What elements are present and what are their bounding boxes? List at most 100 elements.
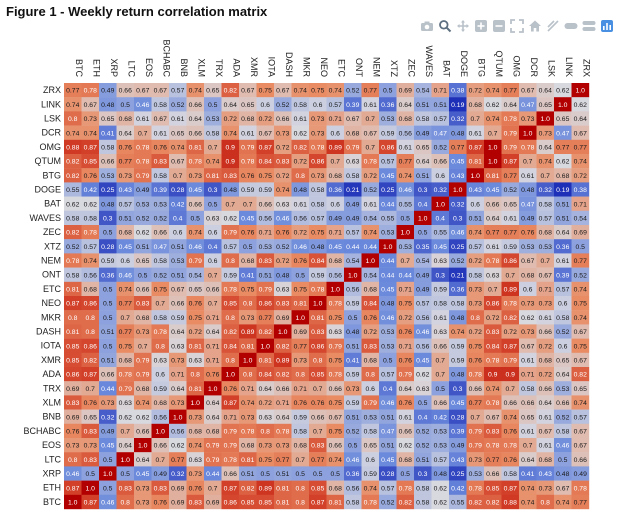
heatmap-cell[interactable] <box>116 480 135 495</box>
heatmap-cell[interactable] <box>554 296 572 311</box>
heatmap-cell[interactable] <box>256 409 275 424</box>
heatmap-cell[interactable] <box>519 210 537 226</box>
heatmap-cell[interactable] <box>186 83 205 98</box>
heatmap-cell[interactable] <box>256 381 275 396</box>
heatmap-cell[interactable] <box>309 296 327 311</box>
heatmap-cell[interactable] <box>519 225 537 240</box>
heatmap-cell[interactable] <box>116 168 135 183</box>
heatmap-cell[interactable] <box>99 239 117 254</box>
heatmap-cell[interactable] <box>81 324 100 339</box>
heatmap-cell[interactable] <box>291 225 310 240</box>
heatmap-cell[interactable] <box>116 182 135 197</box>
heatmap-cell[interactable] <box>396 352 415 368</box>
heatmap-cell[interactable] <box>326 253 345 268</box>
heatmap-cell[interactable] <box>81 253 100 268</box>
heatmap-cell[interactable] <box>256 324 275 339</box>
heatmap-cell[interactable] <box>326 239 345 254</box>
heatmap-cell[interactable] <box>536 239 555 254</box>
heatmap-cell[interactable] <box>326 452 345 467</box>
heatmap-cell[interactable] <box>64 281 82 297</box>
heatmap-cell[interactable] <box>379 296 397 311</box>
heatmap-cell[interactable] <box>536 296 555 311</box>
heatmap-cell[interactable] <box>204 494 222 510</box>
heatmap-cell[interactable] <box>414 125 432 140</box>
heatmap-cell[interactable] <box>501 239 520 254</box>
heatmap-cell[interactable] <box>186 253 205 268</box>
heatmap-cell[interactable] <box>519 423 537 439</box>
pan-icon[interactable] <box>456 19 470 33</box>
heatmap-cell[interactable] <box>64 466 82 481</box>
heatmap-cell[interactable] <box>239 111 257 126</box>
heatmap-cell[interactable] <box>186 310 205 325</box>
heatmap-cell[interactable] <box>291 97 310 112</box>
heatmap-cell[interactable] <box>99 111 117 126</box>
heatmap-cell[interactable] <box>221 409 240 424</box>
heatmap-cell[interactable] <box>309 139 327 155</box>
heatmap-cell[interactable] <box>291 182 310 197</box>
heatmap-cell[interactable] <box>309 409 327 424</box>
heatmap-cell[interactable] <box>239 97 257 112</box>
heatmap-cell[interactable] <box>466 438 485 453</box>
heatmap-cell[interactable] <box>81 438 100 453</box>
heatmap-cell[interactable] <box>151 395 170 410</box>
heatmap-cell[interactable] <box>414 267 432 282</box>
heatmap-cell[interactable] <box>571 338 590 353</box>
heatmap-cell[interactable] <box>169 296 187 311</box>
heatmap-cell[interactable] <box>116 111 135 126</box>
heatmap-cell[interactable] <box>554 438 572 453</box>
heatmap-cell[interactable] <box>291 324 310 339</box>
heatmap-cell[interactable] <box>186 125 205 140</box>
heatmap-cell[interactable] <box>431 267 450 282</box>
heatmap-cell[interactable] <box>256 281 275 297</box>
heatmap-cell[interactable] <box>326 381 345 396</box>
heatmap-cell[interactable] <box>204 182 222 197</box>
heatmap-cell[interactable] <box>221 310 240 325</box>
heatmap-cell[interactable] <box>116 423 135 439</box>
heatmap-cell[interactable] <box>519 111 537 126</box>
heatmap-cell[interactable] <box>326 438 345 453</box>
heatmap-cell[interactable] <box>256 253 275 268</box>
heatmap-cell[interactable] <box>361 438 380 453</box>
heatmap-cell[interactable] <box>274 154 292 169</box>
heatmap-cell[interactable] <box>344 253 362 268</box>
heatmap-cell[interactable] <box>466 111 485 126</box>
heatmap-cell[interactable] <box>361 111 380 126</box>
heatmap-cell[interactable] <box>64 494 82 510</box>
heatmap-cell[interactable] <box>466 423 485 439</box>
heatmap-cell[interactable] <box>571 253 590 268</box>
heatmap-cell[interactable] <box>431 168 450 183</box>
heatmap-cell[interactable] <box>291 480 310 495</box>
heatmap-cell[interactable] <box>274 466 292 481</box>
heatmap-cell[interactable] <box>309 466 327 481</box>
heatmap-cell[interactable] <box>169 139 187 155</box>
heatmap-cell[interactable] <box>134 480 152 495</box>
heatmap-cell[interactable] <box>326 83 345 98</box>
heatmap-cell[interactable] <box>239 480 257 495</box>
heatmap-cell[interactable] <box>204 97 222 112</box>
heatmap-cell[interactable] <box>414 367 432 382</box>
heatmap-cell[interactable] <box>169 310 187 325</box>
heatmap-cell[interactable] <box>134 125 152 140</box>
heatmap-cell[interactable] <box>414 352 432 368</box>
heatmap-cell[interactable] <box>309 480 327 495</box>
heatmap-cell[interactable] <box>81 281 100 297</box>
heatmap-cell[interactable] <box>186 423 205 439</box>
heatmap-cell[interactable] <box>571 423 590 439</box>
heatmap-cell[interactable] <box>536 225 555 240</box>
heatmap-cell[interactable] <box>484 225 502 240</box>
heatmap-cell[interactable] <box>571 452 590 467</box>
heatmap-cell[interactable] <box>379 196 397 211</box>
heatmap-cell[interactable] <box>221 125 240 140</box>
heatmap-cell[interactable] <box>256 225 275 240</box>
heatmap-cell[interactable] <box>501 281 520 297</box>
heatmap-cell[interactable] <box>116 338 135 353</box>
heatmap-cell[interactable] <box>414 139 432 155</box>
heatmap-cell[interactable] <box>99 367 117 382</box>
heatmap-cell[interactable] <box>344 352 362 368</box>
heatmap-cell[interactable] <box>274 97 292 112</box>
heatmap-cell[interactable] <box>344 310 362 325</box>
heatmap-cell[interactable] <box>169 480 187 495</box>
heatmap-cell[interactable] <box>449 480 467 495</box>
heatmap-cell[interactable] <box>396 296 415 311</box>
heatmap-cell[interactable] <box>151 111 170 126</box>
